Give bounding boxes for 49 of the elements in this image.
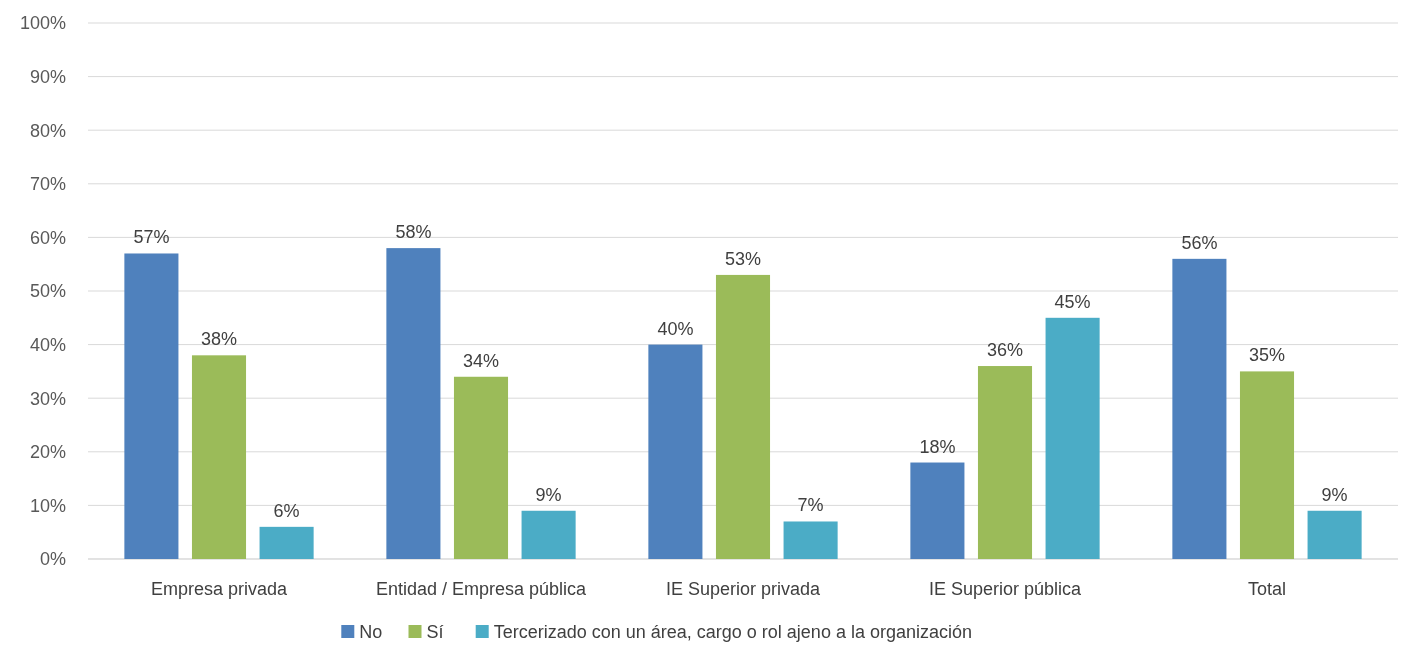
bar xyxy=(453,376,509,559)
bar xyxy=(259,526,314,559)
bar xyxy=(1239,371,1295,559)
data-label: 34% xyxy=(462,350,500,371)
bar xyxy=(124,253,179,559)
y-tick-label: 100% xyxy=(19,13,66,34)
data-label: 58% xyxy=(395,222,432,243)
data-label: 40% xyxy=(657,318,694,339)
bar xyxy=(910,462,965,559)
x-tick-label: IE Superior privada xyxy=(665,579,822,599)
data-label: 36% xyxy=(986,340,1024,361)
y-tick-label: 30% xyxy=(29,388,66,409)
legend-label: No xyxy=(359,622,383,642)
x-tick-label: Total xyxy=(1247,579,1287,599)
bar xyxy=(521,510,576,559)
bar xyxy=(1045,317,1100,559)
y-tick-label: 90% xyxy=(29,66,66,87)
data-label: 6% xyxy=(273,500,300,521)
data-label: 9% xyxy=(535,484,562,505)
data-label: 38% xyxy=(200,329,238,350)
legend-label: Tercerizado con un área, cargo o rol ajeno a la organización xyxy=(493,622,972,642)
data-label: 57% xyxy=(133,227,170,248)
bar xyxy=(715,274,771,559)
data-label: 7% xyxy=(797,495,824,516)
data-label: 45% xyxy=(1054,291,1091,312)
data-label: 56% xyxy=(1181,232,1218,253)
x-tick-label: Empresa privada xyxy=(150,579,289,599)
bar xyxy=(977,366,1033,559)
y-tick-label: 50% xyxy=(29,281,66,302)
data-label: 9% xyxy=(1321,484,1348,505)
y-tick-label: 20% xyxy=(29,442,66,463)
legend-label: Sí xyxy=(426,622,444,642)
bar xyxy=(191,355,247,559)
bar xyxy=(648,344,703,559)
y-tick-label: 0% xyxy=(39,549,66,570)
y-tick-label: 10% xyxy=(29,495,66,516)
data-label: 18% xyxy=(919,436,956,457)
y-tick-label: 40% xyxy=(29,334,66,355)
y-tick-label: 80% xyxy=(29,120,66,141)
data-label: 53% xyxy=(724,248,762,269)
bar xyxy=(1307,510,1362,559)
x-tick-label: Entidad / Empresa pública xyxy=(375,579,588,599)
y-tick-label: 70% xyxy=(29,174,66,195)
bar xyxy=(783,521,838,559)
x-tick-label: IE Superior pública xyxy=(928,579,1083,599)
y-tick-label: 60% xyxy=(29,227,66,248)
bar xyxy=(386,248,441,559)
bar xyxy=(1172,258,1227,559)
data-label: 35% xyxy=(1248,345,1286,366)
